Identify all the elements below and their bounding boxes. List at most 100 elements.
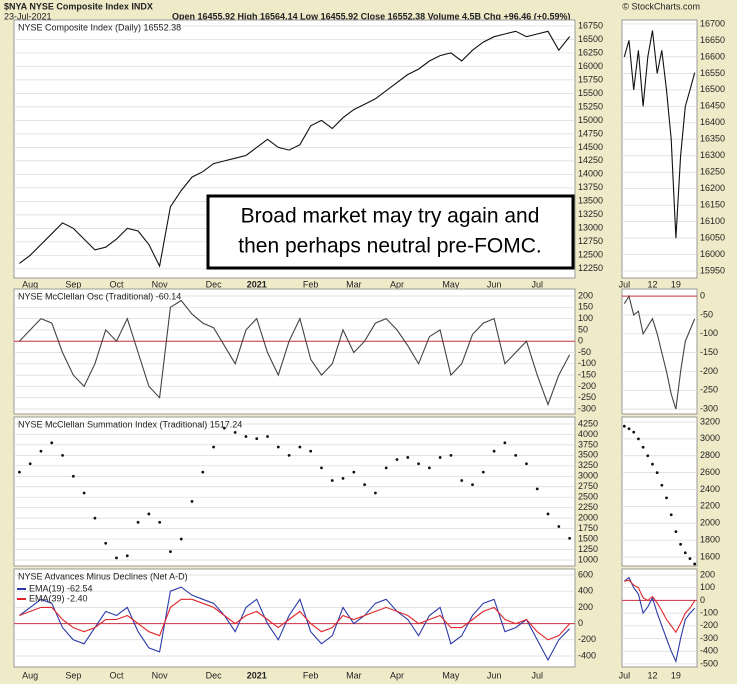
dot	[679, 542, 682, 546]
dot	[158, 520, 162, 524]
y-tick-label: 0	[700, 595, 705, 605]
dot	[655, 471, 659, 475]
y-tick-label: 3000	[700, 433, 720, 443]
dot	[471, 483, 474, 487]
dot	[104, 541, 108, 545]
y-tick-label: 16450	[700, 101, 725, 111]
dot	[460, 479, 464, 482]
y-tick-label: 16000	[578, 61, 603, 71]
y-tick-label: 200	[578, 602, 593, 612]
y-tick-label: -400	[578, 650, 596, 660]
y-tick-label: 0	[700, 291, 705, 301]
series-line	[623, 576, 696, 664]
y-tick-label: 13750	[578, 182, 603, 192]
dot	[71, 474, 75, 478]
panel-title: NYSE McClellan Summation Index (Traditio…	[18, 419, 242, 429]
x-tick-label: May	[442, 670, 460, 680]
y-tick-label: 16550	[700, 68, 725, 78]
y-tick-label: 0	[578, 336, 583, 346]
y-tick-label: 50	[578, 324, 588, 334]
dot	[82, 491, 86, 495]
x-tick-label: 12	[647, 670, 657, 680]
dot	[320, 466, 323, 470]
dot	[50, 441, 54, 445]
dot	[201, 470, 205, 474]
dot	[427, 466, 431, 470]
dot	[169, 550, 172, 554]
y-tick-label: 600	[578, 569, 593, 579]
x-tick-label: 19	[671, 279, 681, 289]
y-tick-label: 200	[578, 290, 593, 300]
y-tick-label: 400	[578, 586, 593, 596]
dot	[557, 525, 561, 528]
y-tick-label: 15000	[578, 115, 603, 125]
y-tick-label: 16050	[700, 233, 725, 243]
y-tick-label: 16200	[700, 183, 725, 193]
dot	[546, 512, 550, 516]
y-tick-label: 16750	[578, 20, 603, 30]
y-tick-label: 16600	[700, 51, 725, 61]
dot	[568, 536, 572, 540]
y-tick-label: 14250	[578, 155, 603, 165]
y-tick-label: 2200	[700, 501, 720, 511]
source: © StockCharts.com	[622, 1, 700, 11]
series-line	[19, 586, 570, 662]
y-tick-label: -200	[578, 634, 596, 644]
dot	[190, 499, 194, 503]
y-tick-label: 16350	[700, 134, 725, 144]
dot	[438, 456, 442, 459]
dot	[298, 445, 302, 449]
y-tick-label: 3500	[578, 450, 598, 460]
dot	[212, 445, 215, 449]
y-tick-label: -100	[700, 328, 718, 338]
x-tick-label: Nov	[152, 670, 169, 680]
x-tick-label: Jul	[531, 670, 543, 680]
legend-label: EMA(39) -2.40	[29, 593, 88, 603]
y-tick-label: 15250	[578, 101, 603, 111]
y-tick-label: 16000	[700, 249, 725, 259]
x-tick-label: Jun	[487, 279, 502, 289]
panel	[621, 416, 698, 567]
y-tick-label: 16500	[700, 84, 725, 94]
x-tick-label: Sep	[65, 279, 81, 289]
y-tick-label: 16250	[700, 167, 725, 177]
dot	[384, 466, 388, 470]
y-tick-label: 2000	[700, 518, 720, 528]
y-tick-label: 16400	[700, 117, 725, 127]
dot	[665, 496, 668, 500]
dot	[266, 435, 269, 438]
y-tick-label: 2000	[578, 513, 598, 523]
dot	[179, 537, 183, 541]
dot	[28, 462, 32, 466]
x-tick-label: Apr	[390, 279, 404, 289]
y-tick-label: 1000	[578, 554, 598, 564]
x-tick-label: Jun	[487, 670, 502, 680]
dot	[255, 437, 259, 441]
y-tick-label: 2800	[700, 450, 720, 460]
dot	[632, 430, 636, 434]
y-tick-label: -300	[578, 403, 596, 413]
quote: Open 16455.92 High 16564.14 Low 16455.92…	[172, 11, 571, 21]
y-tick-label: -400	[700, 646, 718, 656]
y-tick-label: -150	[578, 369, 596, 379]
y-tick-label: 14500	[578, 142, 603, 152]
y-tick-label: 16500	[578, 34, 603, 44]
dot	[374, 491, 377, 495]
panel-title: NYSE Composite Index (Daily) 16552.38	[18, 22, 181, 32]
dot	[330, 479, 334, 482]
y-tick-label: 15950	[700, 265, 725, 275]
panel	[13, 416, 576, 567]
dot	[503, 441, 507, 445]
y-tick-label: 14000	[578, 169, 603, 179]
dot	[115, 556, 118, 560]
panel-title: NYSE McClellan Osc (Traditional) -60.14	[18, 291, 181, 301]
y-tick-label: 3250	[578, 460, 598, 470]
y-tick-label: 14750	[578, 128, 603, 138]
x-tick-label: Jul	[619, 279, 631, 289]
dot	[481, 470, 485, 474]
dot	[341, 476, 345, 480]
series-line	[19, 30, 571, 268]
y-tick-label: 1250	[578, 544, 598, 554]
x-tick-label: May	[442, 279, 460, 289]
